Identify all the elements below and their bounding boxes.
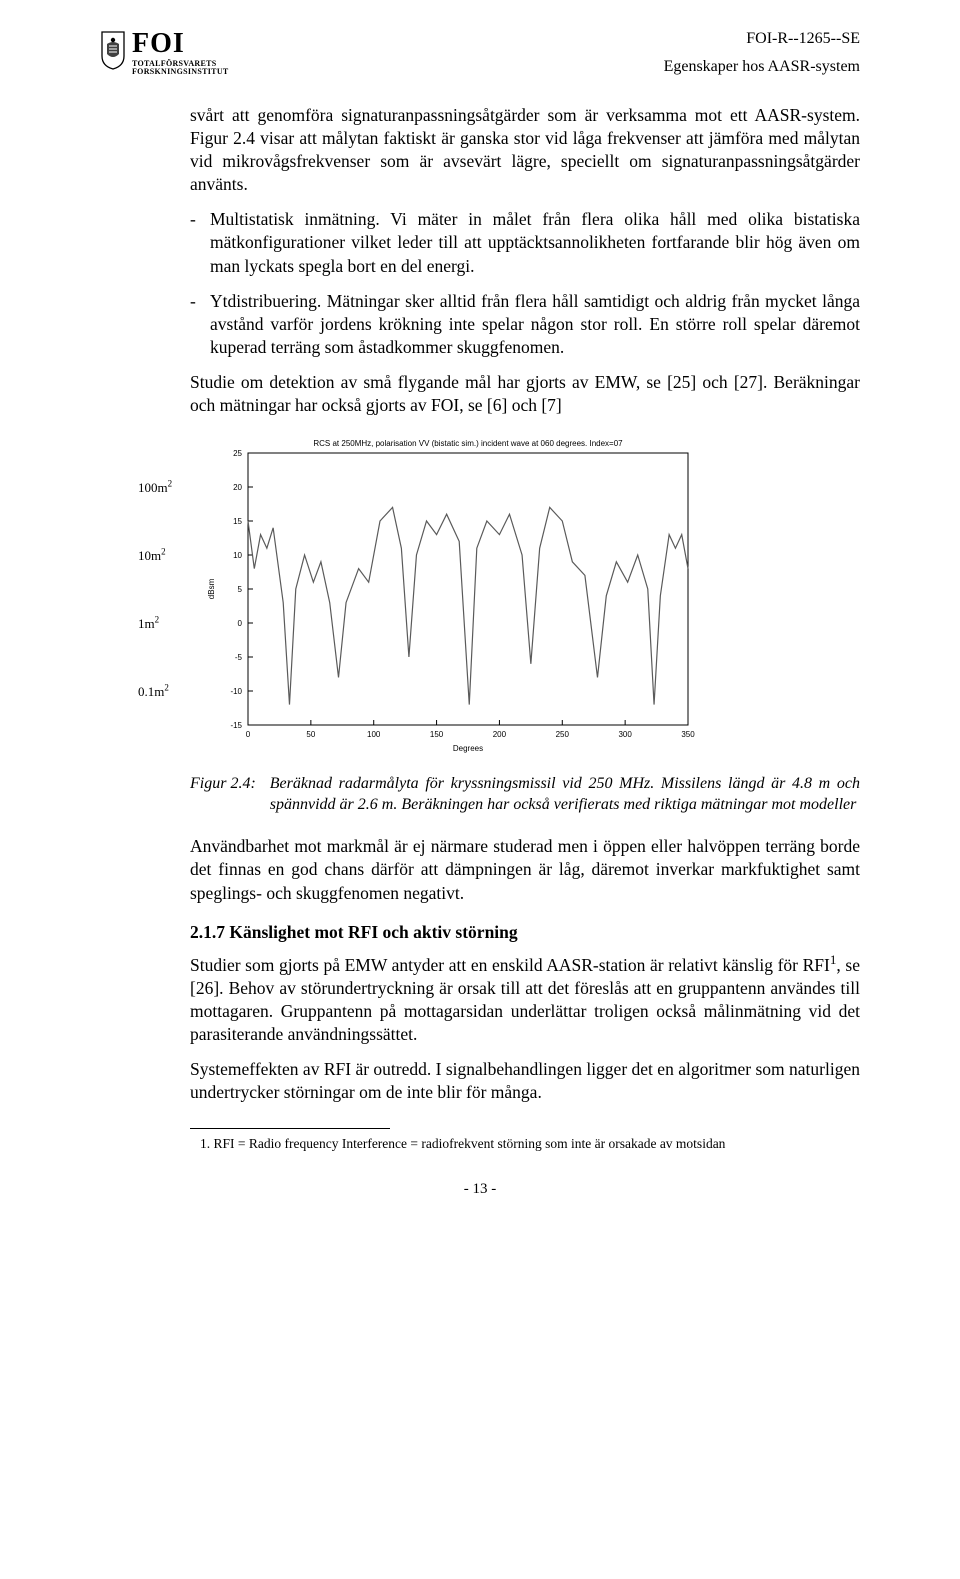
svg-text:-5: -5 xyxy=(235,653,243,662)
svg-text:300: 300 xyxy=(618,730,632,739)
logo-text: FOI TOTALFÖRSVARETS FORSKNINGSINSTITUT xyxy=(132,30,229,76)
logo-block: FOI TOTALFÖRSVARETS FORSKNINGSINSTITUT xyxy=(100,30,229,76)
subsection-heading: 2.1.7 Känslighet mot RFI och aktiv störn… xyxy=(190,921,860,944)
figure-text: Beräknad radarmålyta för kryssningsmissi… xyxy=(270,773,860,815)
doc-id: FOI-R--1265--SE xyxy=(664,30,860,48)
footnote-rule xyxy=(190,1128,390,1129)
body-content: svårt att genomföra signaturanpassningså… xyxy=(190,104,860,1153)
paragraph: Studie om detektion av små flygande mål … xyxy=(190,371,860,417)
paragraph: svårt att genomföra signaturanpassningså… xyxy=(190,104,860,196)
svg-text:0: 0 xyxy=(246,730,251,739)
svg-text:5: 5 xyxy=(238,585,243,594)
svg-text:0: 0 xyxy=(238,619,243,628)
svg-text:-10: -10 xyxy=(230,687,242,696)
doc-id-block: FOI-R--1265--SE Egenskaper hos AASR-syst… xyxy=(664,30,860,76)
svg-text:-15: -15 xyxy=(230,721,242,730)
figure-label: Figur 2.4: xyxy=(190,773,256,815)
svg-text:RCS at 250MHz, polarisation VV: RCS at 250MHz, polarisation VV (bistatic… xyxy=(313,439,623,448)
svg-text:100: 100 xyxy=(367,730,381,739)
org-acronym: FOI xyxy=(132,30,229,58)
svg-text:350: 350 xyxy=(681,730,695,739)
svg-text:Degrees: Degrees xyxy=(453,744,483,753)
paragraph: Användbarhet mot markmål är ej närmare s… xyxy=(190,835,860,904)
svg-text:250: 250 xyxy=(556,730,570,739)
chart-svg: RCS at 250MHz, polarisation VV (bistatic… xyxy=(200,435,700,755)
page: FOI TOTALFÖRSVARETS FORSKNINGSINSTITUT F… xyxy=(0,0,960,1238)
figure-caption: Figur 2.4: Beräknad radarmålyta för krys… xyxy=(190,773,860,815)
org-line2: FORSKNINGSINSTITUT xyxy=(132,68,229,76)
rcs-chart: 100m210m21m20.1m2 RCS at 250MHz, polaris… xyxy=(190,435,860,755)
page-header: FOI TOTALFÖRSVARETS FORSKNINGSINSTITUT F… xyxy=(100,30,860,76)
crest-icon xyxy=(100,30,126,70)
bullet-item: Multistatisk inmätning. Vi mäter in måle… xyxy=(190,208,860,277)
svg-text:20: 20 xyxy=(233,483,242,492)
svg-text:15: 15 xyxy=(233,517,242,526)
svg-text:10: 10 xyxy=(233,551,242,560)
bullet-item: Ytdistribuering. Mätningar sker alltid f… xyxy=(190,290,860,359)
paragraph: Studier som gjorts på EMW antyder att en… xyxy=(190,954,860,1046)
section-title: Egenskaper hos AASR-system xyxy=(664,58,860,76)
svg-text:dBsm: dBsm xyxy=(207,579,216,600)
page-number: - 13 - xyxy=(100,1181,860,1198)
svg-text:200: 200 xyxy=(493,730,507,739)
svg-text:50: 50 xyxy=(306,730,315,739)
svg-text:150: 150 xyxy=(430,730,444,739)
svg-text:25: 25 xyxy=(233,449,242,458)
paragraph: Systemeffekten av RFI är outredd. I sign… xyxy=(190,1058,860,1104)
footnote: 1. RFI = Radio frequency Interference = … xyxy=(200,1135,860,1153)
